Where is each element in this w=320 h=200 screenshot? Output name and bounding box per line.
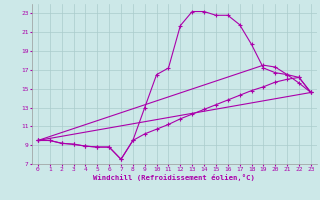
X-axis label: Windchill (Refroidissement éolien,°C): Windchill (Refroidissement éolien,°C) — [93, 174, 255, 181]
